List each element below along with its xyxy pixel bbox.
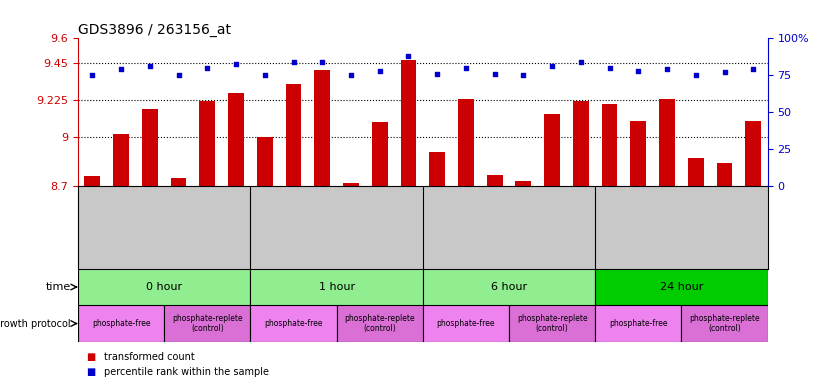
Text: phosphate-free: phosphate-free	[92, 319, 150, 328]
Bar	[200, 101, 215, 186]
Point	[373, 68, 387, 74]
Bar	[423, 269, 595, 305]
Text: phosphate-replete
(control): phosphate-replete (control)	[516, 314, 588, 333]
Bar	[401, 60, 416, 186]
Bar	[78, 305, 164, 342]
Point	[345, 72, 358, 78]
Bar	[688, 158, 704, 186]
Text: phosphate-replete
(control): phosphate-replete (control)	[172, 314, 243, 333]
Point	[747, 66, 760, 73]
Point	[86, 72, 99, 78]
Bar	[250, 305, 337, 342]
Point	[718, 70, 732, 76]
Bar	[343, 183, 359, 186]
Text: growth protocol: growth protocol	[0, 318, 71, 329]
Bar	[78, 269, 250, 305]
Text: phosphate-free: phosphate-free	[609, 319, 667, 328]
Point	[690, 72, 703, 78]
Text: phosphate-free: phosphate-free	[437, 319, 495, 328]
Bar	[595, 305, 681, 342]
Text: 24 hour: 24 hour	[660, 282, 703, 292]
Point	[517, 72, 530, 78]
Bar	[85, 176, 100, 186]
Bar	[573, 101, 589, 186]
Point	[172, 72, 186, 78]
Text: ■: ■	[86, 352, 95, 362]
Text: 1 hour: 1 hour	[319, 282, 355, 292]
Bar	[113, 134, 129, 186]
Bar	[164, 305, 250, 342]
Point	[402, 53, 415, 59]
Point	[230, 60, 243, 66]
Point	[632, 68, 645, 74]
Point	[287, 59, 300, 65]
Bar	[314, 70, 330, 186]
Point	[316, 59, 329, 65]
Bar	[516, 181, 531, 186]
Bar	[717, 163, 732, 186]
Point	[258, 72, 271, 78]
Bar	[286, 84, 301, 186]
Bar	[423, 305, 509, 342]
Bar	[681, 305, 768, 342]
Point	[661, 66, 674, 73]
Point	[431, 71, 444, 77]
Bar	[595, 269, 768, 305]
Point	[144, 63, 157, 70]
Text: phosphate-free: phosphate-free	[264, 319, 323, 328]
Bar	[509, 305, 595, 342]
Point	[545, 63, 558, 70]
Bar	[429, 152, 445, 186]
Bar	[337, 305, 423, 342]
Bar	[250, 269, 423, 305]
Bar	[659, 99, 675, 186]
Text: ■: ■	[86, 367, 95, 377]
Text: time: time	[46, 282, 71, 292]
Bar	[257, 137, 273, 186]
Bar	[745, 121, 761, 186]
Text: phosphate-replete
(control): phosphate-replete (control)	[344, 314, 415, 333]
Bar	[142, 109, 158, 186]
Text: percentile rank within the sample: percentile rank within the sample	[104, 367, 269, 377]
Bar	[372, 122, 388, 186]
Point	[460, 65, 473, 71]
Bar	[487, 175, 502, 186]
Text: 6 hour: 6 hour	[491, 282, 527, 292]
Text: phosphate-replete
(control): phosphate-replete (control)	[689, 314, 760, 333]
Point	[603, 65, 616, 71]
Point	[201, 65, 214, 71]
Bar	[171, 178, 186, 186]
Bar	[602, 104, 617, 186]
Text: 0 hour: 0 hour	[146, 282, 182, 292]
Point	[115, 66, 128, 73]
Bar	[544, 114, 560, 186]
Text: transformed count: transformed count	[104, 352, 195, 362]
Bar	[228, 93, 244, 186]
Bar	[458, 99, 474, 186]
Bar	[631, 121, 646, 186]
Text: GDS3896 / 263156_at: GDS3896 / 263156_at	[78, 23, 231, 37]
Point	[488, 71, 501, 77]
Point	[575, 59, 588, 65]
